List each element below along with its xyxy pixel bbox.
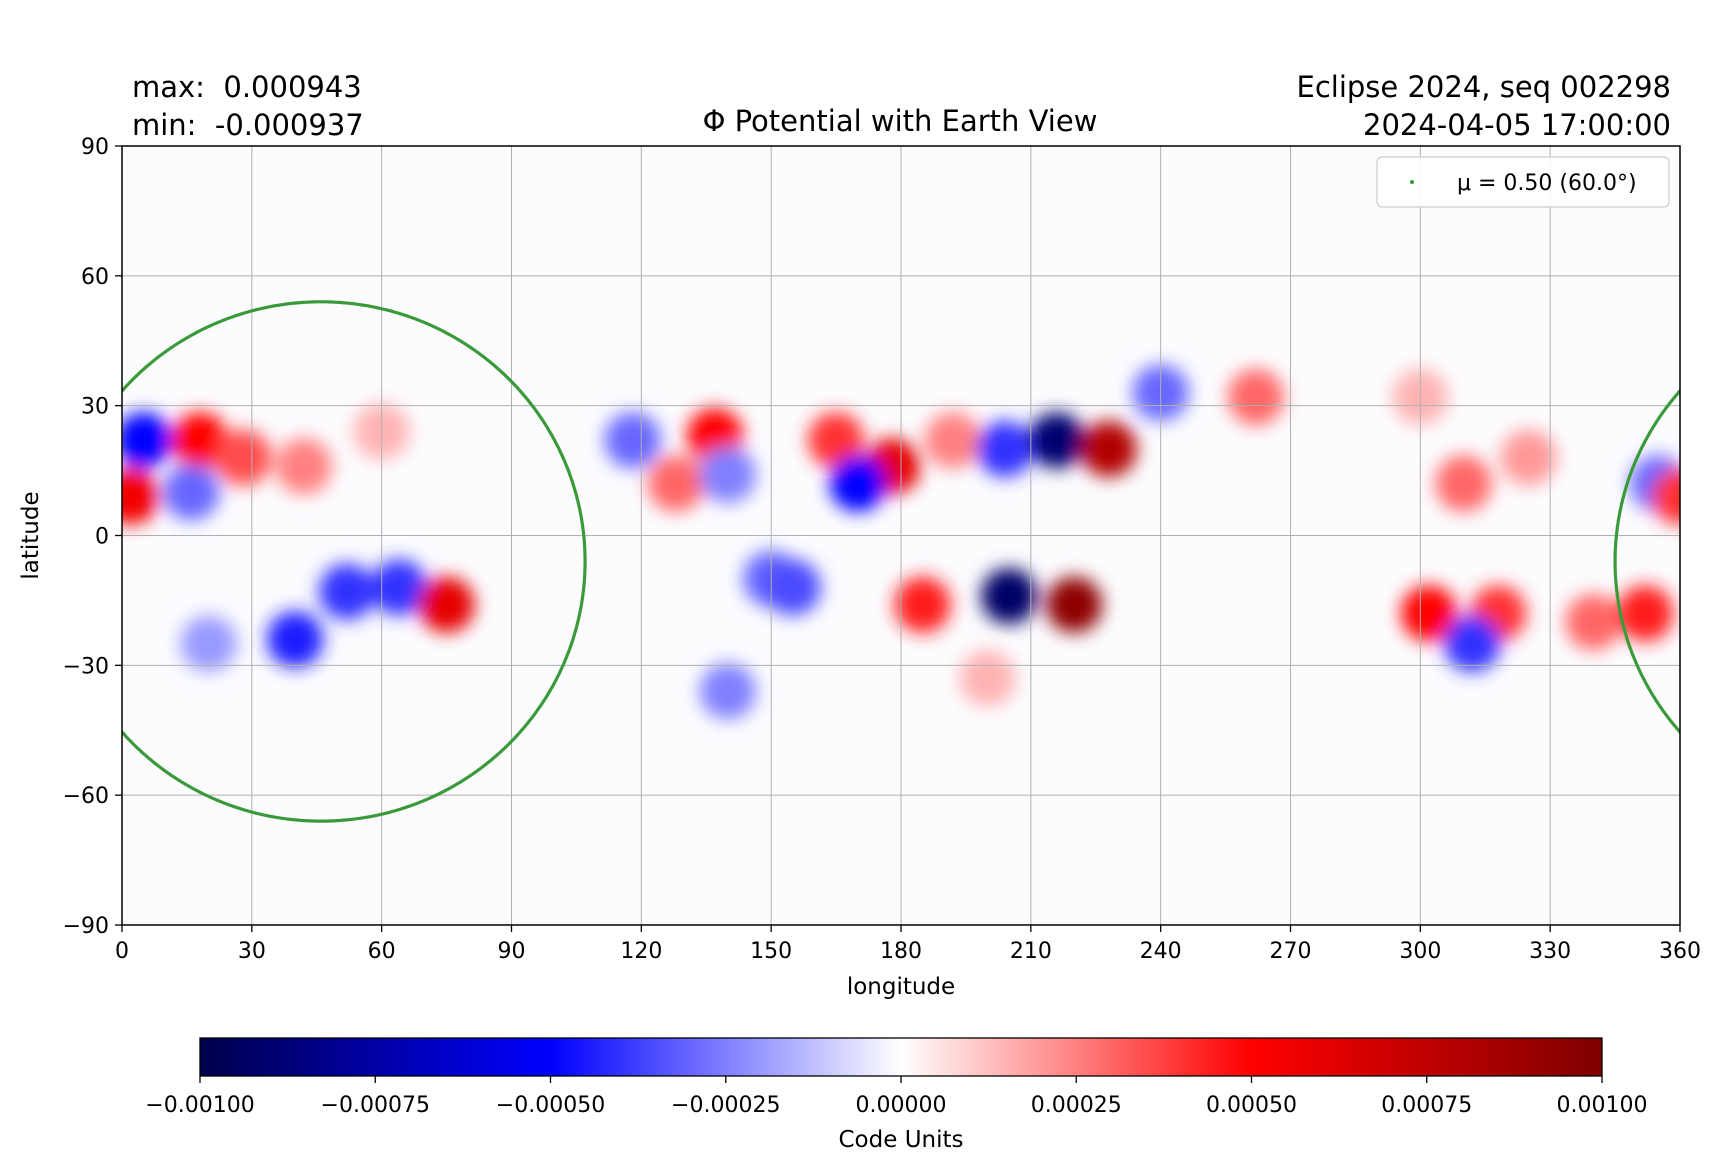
colorbar-tick-label: −0.00025 bbox=[671, 1093, 780, 1118]
colorbar-tick-label: 0.00000 bbox=[856, 1093, 947, 1118]
y-tick-label: −90 bbox=[63, 914, 109, 939]
heatmap-field bbox=[122, 364, 1680, 720]
colorbar-label: Code Units bbox=[839, 1127, 964, 1152]
min-readout: min: -0.000937 bbox=[132, 108, 364, 142]
y-tick-label: 0 bbox=[95, 525, 109, 550]
heatmap-feature bbox=[959, 650, 1016, 707]
x-tick-label: 30 bbox=[238, 939, 266, 964]
heatmap-feature bbox=[215, 429, 272, 486]
heatmap-feature bbox=[1444, 615, 1501, 672]
heatmap-feature bbox=[1080, 420, 1137, 478]
heatmap-feature bbox=[894, 576, 951, 633]
heatmap-feature bbox=[1227, 368, 1285, 426]
heatmap-feature bbox=[764, 559, 821, 616]
heatmap-feature bbox=[699, 663, 757, 720]
x-tick-label: 180 bbox=[880, 939, 922, 964]
x-tick-label: 300 bbox=[1399, 939, 1441, 964]
heatmap-feature bbox=[318, 563, 376, 620]
datetime-label: 2024-04-05 17:00:00 bbox=[1363, 108, 1671, 142]
colorbar-tick-label: 0.00100 bbox=[1557, 1093, 1648, 1118]
x-axis-label: longitude bbox=[847, 974, 955, 1000]
x-tick-label: 60 bbox=[368, 939, 396, 964]
heatmap-feature bbox=[1435, 455, 1492, 512]
heatmap-feature bbox=[163, 464, 220, 521]
colorbar bbox=[199, 1037, 1603, 1077]
colorbar-tick-label: 0.00050 bbox=[1206, 1093, 1297, 1118]
earth-view-contour bbox=[122, 300, 1680, 823]
heatmap-feature bbox=[1028, 412, 1085, 469]
x-tick-label: 240 bbox=[1140, 939, 1182, 964]
grid-lines bbox=[122, 146, 1680, 925]
heatmap-feature bbox=[1500, 429, 1557, 486]
max-readout: max: 0.000943 bbox=[132, 70, 362, 104]
y-tick-label: 60 bbox=[81, 265, 109, 290]
heatmap-feature bbox=[1400, 585, 1458, 642]
x-tick-label: 90 bbox=[498, 939, 526, 964]
y-axis-label: latitude bbox=[18, 491, 44, 579]
legend-box bbox=[1376, 156, 1670, 208]
heatmap-feature bbox=[699, 446, 757, 504]
heatmap-feature bbox=[266, 611, 324, 668]
colorbar-tick-label: 0.00075 bbox=[1381, 1093, 1472, 1118]
heatmap-feature bbox=[1565, 593, 1622, 651]
heatmap-feature bbox=[370, 559, 428, 616]
x-tick-label: 270 bbox=[1270, 939, 1312, 964]
x-tick-label: 330 bbox=[1529, 939, 1571, 964]
heatmap-feature bbox=[122, 412, 172, 469]
legend: μ = 0.50 (60.0°) bbox=[1376, 156, 1670, 208]
heatmap-feature bbox=[180, 615, 237, 672]
heatmap-feature bbox=[1651, 468, 1680, 525]
x-tick-label: 360 bbox=[1659, 939, 1701, 964]
heatmap-feature bbox=[275, 438, 332, 495]
colorbar-tick-label: −0.00075 bbox=[321, 1093, 430, 1118]
heatmap-feature bbox=[976, 420, 1033, 478]
heatmap-feature bbox=[924, 412, 982, 469]
heatmap-feature bbox=[171, 412, 229, 469]
heatmap-feature bbox=[418, 576, 475, 633]
legend-marker bbox=[1410, 180, 1414, 184]
heatmap-feature bbox=[647, 455, 705, 512]
heatmap-feature bbox=[1617, 585, 1674, 642]
x-tick-label: 210 bbox=[1010, 939, 1052, 964]
heatmap-feature bbox=[829, 455, 886, 512]
chart-title: Φ Potential with Earth View bbox=[702, 104, 1098, 138]
y-tick-label: 30 bbox=[81, 395, 109, 420]
heatmap-features bbox=[122, 364, 1680, 720]
x-tick-label: 120 bbox=[620, 939, 662, 964]
heatmap-feature bbox=[981, 567, 1038, 625]
earth-view-line bbox=[122, 300, 587, 823]
y-tick-label: −60 bbox=[63, 784, 109, 809]
x-tick-label: 0 bbox=[115, 939, 129, 964]
y-tick-label: −30 bbox=[63, 654, 109, 679]
heatmap-feature bbox=[1045, 576, 1103, 633]
colorbar-tick-label: −0.00050 bbox=[496, 1093, 605, 1118]
heatmap-feature bbox=[807, 412, 865, 469]
y-tick-label: 90 bbox=[81, 135, 109, 160]
colorbar-tick-label: −0.00100 bbox=[145, 1093, 254, 1118]
heatmap-feature bbox=[604, 412, 661, 469]
colorbar-tick-label: 0.00025 bbox=[1031, 1093, 1122, 1118]
earth-view-line bbox=[1613, 388, 1680, 735]
x-tick-label: 150 bbox=[750, 939, 792, 964]
source-label: Eclipse 2024, seq 002298 bbox=[1296, 70, 1671, 104]
legend-label: μ = 0.50 (60.0°) bbox=[1457, 171, 1637, 196]
heatmap-feature bbox=[122, 468, 159, 525]
